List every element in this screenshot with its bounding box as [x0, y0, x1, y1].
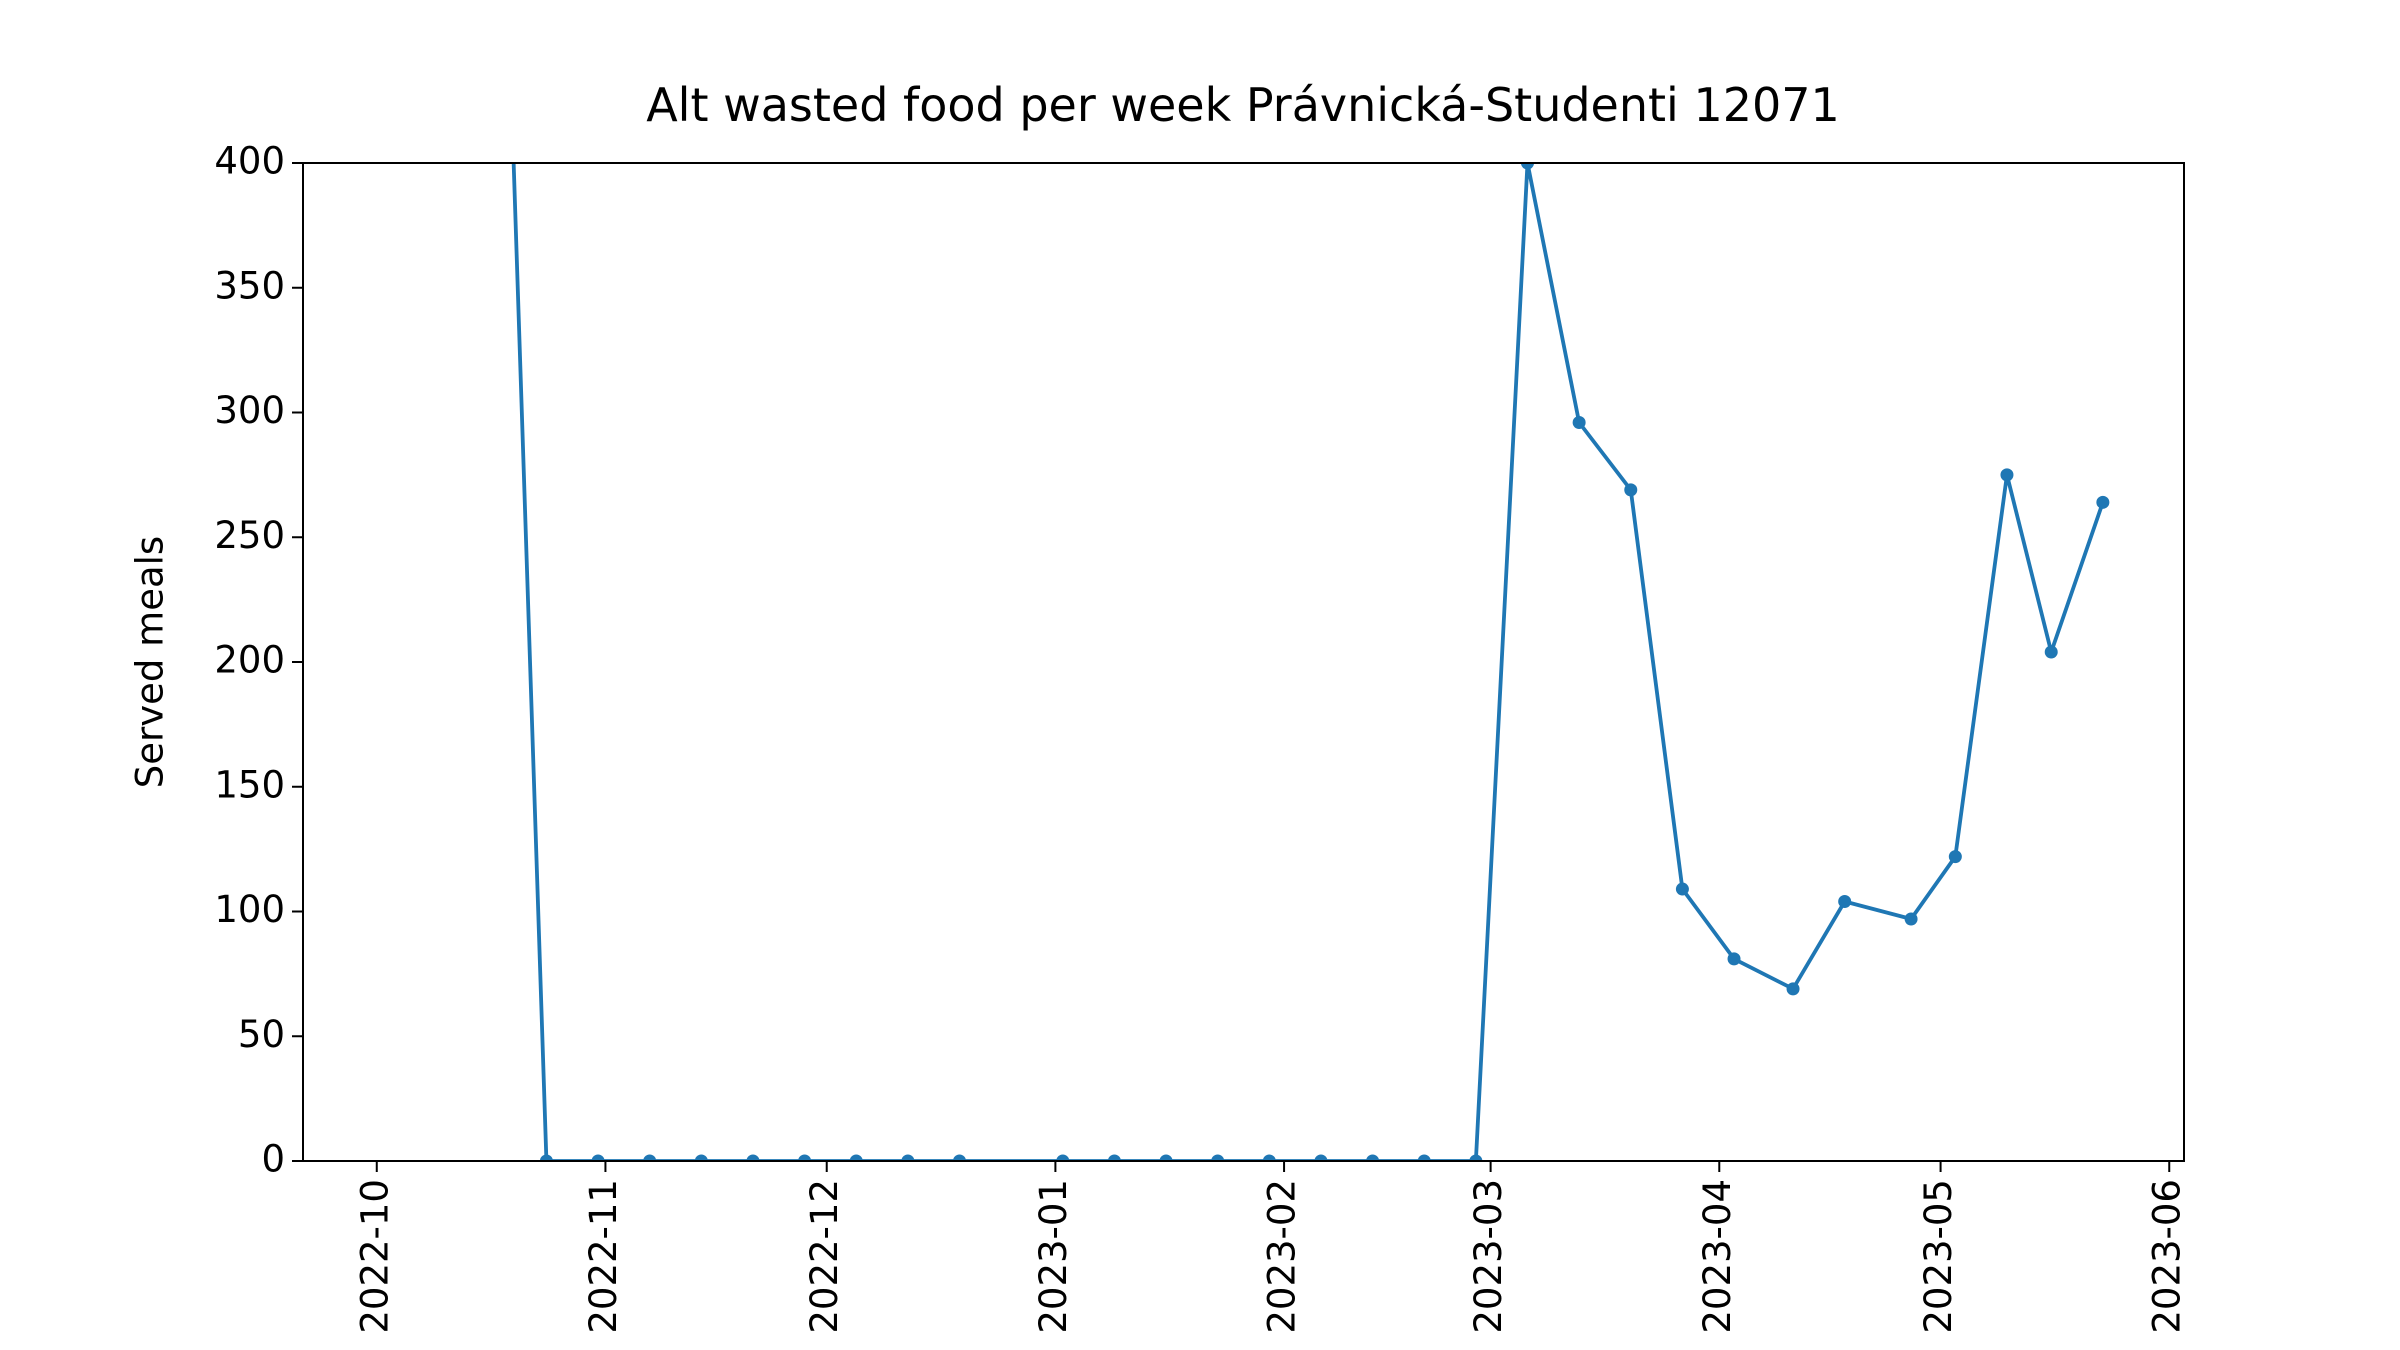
- point: [798, 1154, 812, 1161]
- point: [2096, 495, 2110, 509]
- x-tick-label: 2023-01: [1032, 1179, 1075, 1334]
- plot-frame: [302, 162, 2185, 1162]
- line: [511, 163, 2105, 1161]
- point: [1520, 163, 1534, 170]
- y-tick-label: 400: [214, 140, 285, 183]
- point: [694, 1154, 708, 1161]
- point: [1159, 1154, 1173, 1161]
- y-tick-label: 300: [214, 389, 285, 432]
- y-tick-label: 50: [238, 1013, 285, 1056]
- chart-title: Alt wasted food per week Právnická-Stude…: [646, 78, 1840, 132]
- point: [643, 1154, 657, 1161]
- point: [1838, 895, 1852, 909]
- point: [1262, 1154, 1276, 1161]
- point: [1469, 1154, 1483, 1161]
- y-axis-label: Served meals: [129, 536, 172, 788]
- point: [539, 1154, 553, 1161]
- point: [901, 1154, 915, 1161]
- point: [1675, 882, 1689, 896]
- point: [2044, 645, 2058, 659]
- x-tick-label: 2023-05: [1917, 1179, 1960, 1334]
- point: [1624, 483, 1638, 497]
- point: [1904, 912, 1918, 926]
- point: [1948, 850, 1962, 864]
- x-tick-label: 2022-10: [353, 1179, 396, 1334]
- point: [746, 1154, 760, 1161]
- x-tick-label: 2023-03: [1467, 1179, 1510, 1334]
- point: [1572, 415, 1586, 429]
- y-tick-label: 0: [261, 1138, 285, 1181]
- y-tick-label: 250: [214, 514, 285, 557]
- point: [1107, 1154, 1121, 1161]
- point: [1056, 1154, 1070, 1161]
- point: [953, 1154, 967, 1161]
- x-tick-label: 2022-11: [582, 1179, 625, 1334]
- y-tick-label: 200: [214, 639, 285, 682]
- point: [849, 1154, 863, 1161]
- point: [591, 1154, 605, 1161]
- x-tick-label: 2023-02: [1261, 1179, 1304, 1334]
- series-group: [511, 163, 2110, 1161]
- x-tick-label: 2023-06: [2146, 1179, 2189, 1334]
- y-tick-label: 350: [214, 264, 285, 307]
- y-tick-label: 100: [214, 888, 285, 931]
- point: [1417, 1154, 1431, 1161]
- point: [1211, 1154, 1225, 1161]
- point: [1727, 952, 1741, 966]
- point: [1786, 982, 1800, 996]
- point: [2000, 468, 2014, 482]
- x-tick-label: 2022-12: [803, 1179, 846, 1334]
- y-tick-label: 150: [214, 763, 285, 806]
- point: [1314, 1154, 1328, 1161]
- point: [1366, 1154, 1380, 1161]
- x-tick-label: 2023-04: [1696, 1179, 1739, 1334]
